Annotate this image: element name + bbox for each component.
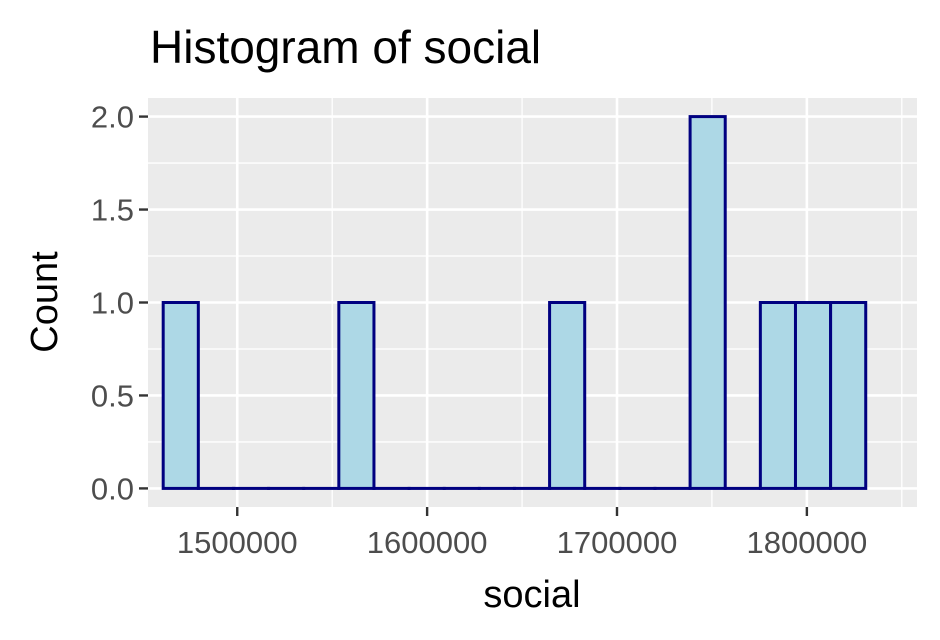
x-axis: 1500000 1600000 1700000 1800000	[177, 507, 867, 560]
histogram-bar	[793, 301, 833, 490]
y-tick-label: 1.0	[91, 286, 134, 321]
y-axis-title: Count	[24, 251, 66, 353]
x-tick-label: 1500000	[177, 525, 298, 560]
y-tick-label: 0.0	[91, 471, 134, 506]
x-tick-label: 1600000	[367, 525, 488, 560]
y-tick-label: 0.5	[91, 378, 134, 413]
histogram-bars	[161, 115, 868, 490]
x-tick-label: 1700000	[557, 525, 678, 560]
major-gridlines	[148, 98, 917, 507]
y-axis: 0.0 0.5 1.0 1.5 2.0	[91, 100, 148, 506]
histogram-bar	[829, 301, 868, 490]
histogram-bar	[161, 301, 200, 490]
x-tick-label: 1800000	[747, 525, 868, 560]
histogram-bar	[688, 115, 727, 490]
histogram-bar	[548, 301, 587, 490]
histogram-bar	[337, 301, 376, 490]
chart-title: Histogram of social	[150, 21, 541, 73]
y-tick-label: 2.0	[91, 100, 134, 135]
x-axis-title: social	[483, 574, 580, 616]
histogram-bar	[758, 301, 797, 490]
y-tick-label: 1.5	[91, 193, 134, 228]
